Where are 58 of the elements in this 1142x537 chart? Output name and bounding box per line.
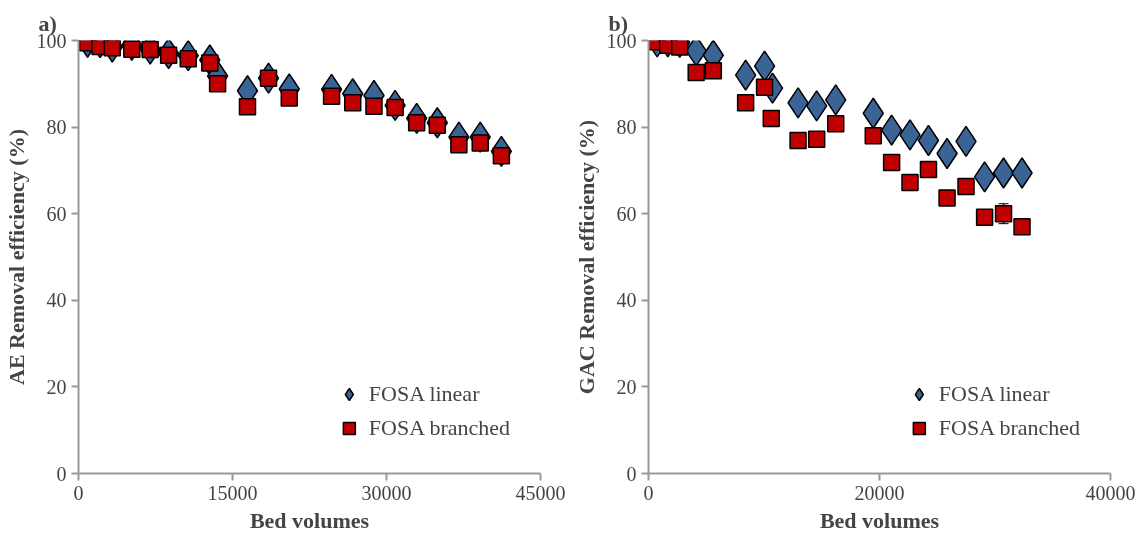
point — [208, 75, 227, 93]
y-tick-label: 20 — [46, 375, 67, 398]
point — [687, 63, 705, 82]
point — [450, 136, 468, 154]
legend-label: FOSA branched — [368, 415, 510, 441]
point — [938, 189, 956, 207]
x-tick-label: 0 — [73, 481, 84, 504]
legend-label: FOSA linear — [938, 381, 1050, 407]
point — [343, 94, 362, 112]
x-tick-label: 0 — [643, 481, 654, 504]
legend-label: FOSA branched — [938, 415, 1080, 441]
point — [805, 90, 828, 122]
point — [901, 173, 919, 192]
y-tick-label: 80 — [616, 116, 637, 139]
point — [973, 161, 996, 193]
point — [882, 153, 901, 172]
y-tick-label: 40 — [46, 289, 67, 312]
x-tick-label: 30000 — [361, 481, 412, 504]
y-tick-label: 40 — [616, 289, 637, 312]
point — [1013, 217, 1031, 236]
y-tick-label: 0 — [56, 462, 67, 485]
point — [807, 130, 826, 148]
x-axis-title: Bed volumes — [249, 507, 370, 533]
point — [789, 131, 807, 150]
y-tick-label: 80 — [46, 116, 67, 139]
point — [992, 157, 1015, 189]
point — [824, 84, 847, 116]
point — [864, 127, 883, 145]
point — [880, 114, 903, 146]
point — [322, 87, 341, 106]
y-tick-label: 0 — [626, 462, 637, 485]
point — [734, 59, 757, 91]
point — [755, 78, 774, 97]
point — [862, 97, 885, 129]
point — [238, 98, 257, 116]
legend-label: FOSA linear — [368, 381, 480, 407]
x-tick-label: 45000 — [515, 481, 566, 504]
x-axis-title: Bed volumes — [819, 507, 940, 533]
point — [975, 208, 994, 226]
x-tick-label: 15000 — [207, 481, 258, 504]
x-tick-label: 20000 — [854, 481, 905, 504]
point — [704, 62, 723, 80]
point — [280, 89, 299, 107]
point — [762, 109, 781, 128]
point — [365, 97, 383, 116]
y-axis-title: GAC Removal efficiency (%) — [573, 119, 599, 395]
point — [736, 94, 755, 112]
point — [919, 160, 938, 179]
point — [994, 204, 1013, 223]
y-axis-title: AE Removal efficiency (%) — [3, 129, 29, 385]
x-tick-label: 40000 — [1085, 481, 1136, 504]
y-tick-label: 60 — [616, 202, 637, 225]
point — [753, 50, 776, 82]
point — [103, 40, 122, 57]
point — [957, 177, 975, 196]
y-tick-label: 20 — [616, 375, 637, 398]
y-tick-label: 60 — [46, 202, 67, 225]
point — [826, 114, 845, 133]
